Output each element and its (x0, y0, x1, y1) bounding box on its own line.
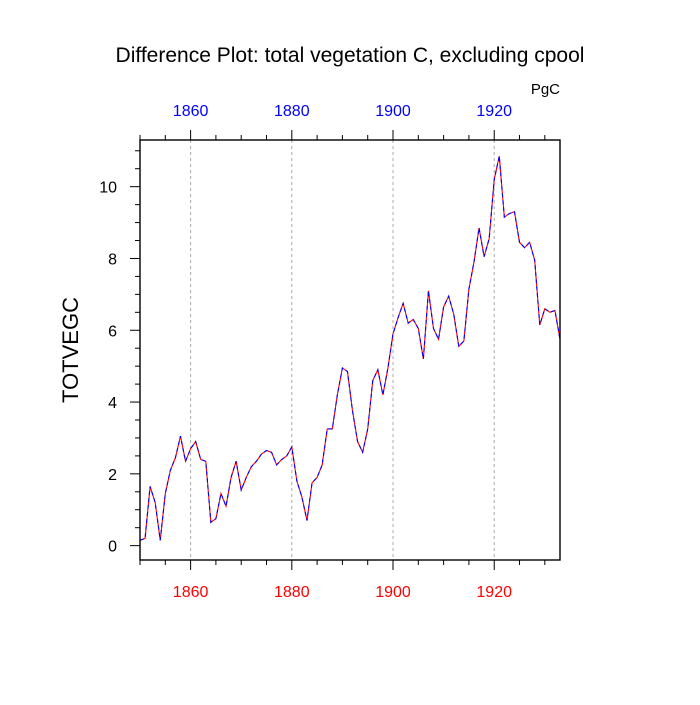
y-tick-label-6: 6 (108, 323, 117, 340)
series-layer (139, 156, 561, 541)
y-tick-label-8: 8 (108, 251, 117, 268)
plot-frame (139, 139, 561, 561)
y-axis-label: TOTVEGC (58, 297, 83, 403)
chart-title: Difference Plot: total vegetation C, exc… (116, 44, 585, 67)
grid-layer (190, 140, 495, 560)
x-top-tick-label-1920: 1920 (476, 103, 512, 120)
x-top-tick-label-1860: 1860 (173, 103, 209, 120)
units-label: PgC (531, 81, 560, 98)
x-bottom-tick-label-1880: 1880 (274, 584, 310, 601)
y-tick-label-2: 2 (108, 467, 117, 484)
x-top-tick-label-1900: 1900 (375, 103, 411, 120)
axis-layer: 1860 1880 1900 1920 1860 1880 1900 1920 0 2 4 6 8 10 (99, 103, 561, 601)
series-line-solid-0 (139, 156, 561, 541)
y-tick-label-10: 10 (99, 180, 117, 197)
y-tick-label-4: 4 (108, 395, 117, 412)
x-bottom-tick-label-1900: 1900 (375, 584, 411, 601)
series-line-dashed-0 (139, 156, 561, 541)
x-bottom-tick-label-1920: 1920 (476, 584, 512, 601)
y-tick-label-0: 0 (108, 539, 117, 556)
x-bottom-tick-label-1860: 1860 (173, 584, 209, 601)
x-top-tick-label-1880: 1880 (274, 103, 310, 120)
